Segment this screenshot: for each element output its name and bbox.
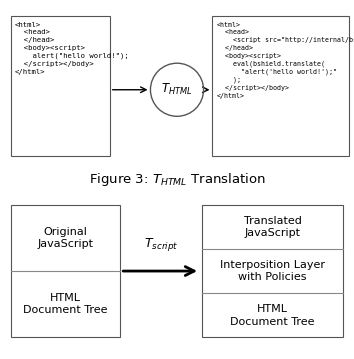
Text: HTML
Document Tree: HTML Document Tree (230, 304, 315, 327)
Text: Figure 3: $T_{HTML}$ Translation: Figure 3: $T_{HTML}$ Translation (89, 171, 265, 188)
FancyBboxPatch shape (11, 205, 120, 337)
Text: <html>
  <head>
    <script src="http://internal/bshield.js">
  </head>
  <body>: <html> <head> <script src="http://intern… (217, 22, 354, 99)
FancyBboxPatch shape (202, 205, 343, 337)
Text: Translated
JavaScript: Translated JavaScript (244, 215, 302, 238)
FancyBboxPatch shape (11, 16, 110, 156)
Text: $T_{script}$: $T_{script}$ (144, 236, 178, 253)
Text: HTML
Document Tree: HTML Document Tree (23, 293, 108, 316)
Text: Interposition Layer
with Policies: Interposition Layer with Policies (220, 260, 325, 282)
Text: <html>
  <head>
  </head>
  <body><script>
    alert("hello world!");
  </script: <html> <head> </head> <body><script> ale… (15, 22, 129, 75)
Text: $T_{HTML}$: $T_{HTML}$ (161, 82, 193, 97)
FancyBboxPatch shape (212, 16, 349, 156)
Text: Original
JavaScript: Original JavaScript (38, 227, 93, 249)
